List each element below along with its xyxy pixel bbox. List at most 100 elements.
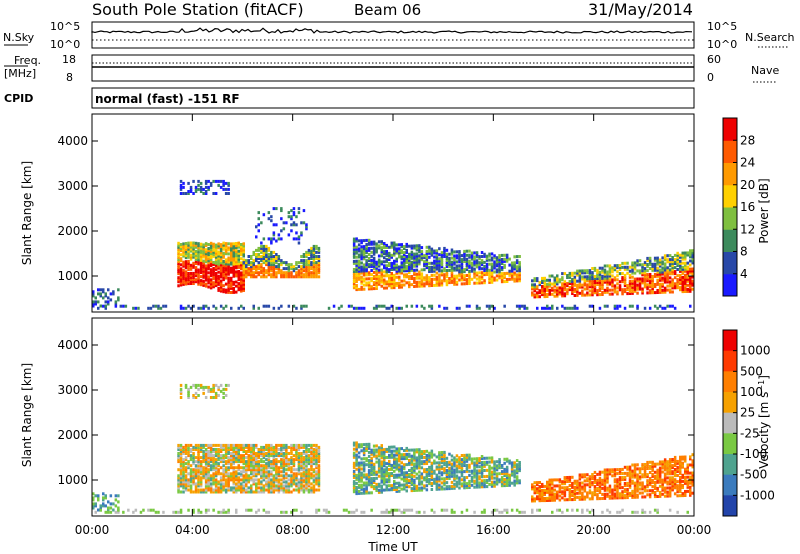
- data-cell: [199, 187, 203, 191]
- data-cell: [179, 192, 183, 195]
- data-cell: [270, 275, 273, 279]
- data-cell: [189, 243, 193, 247]
- data-cell: [179, 279, 183, 283]
- data-cell: [668, 282, 672, 286]
- data-cell: [235, 474, 238, 478]
- data-cell: [277, 454, 281, 458]
- data-cell: [458, 460, 461, 464]
- data-cell: [252, 490, 255, 494]
- data-cell: [232, 462, 235, 466]
- data-cell: [488, 254, 491, 258]
- data-cell: [272, 482, 276, 486]
- data-cell: [418, 256, 421, 260]
- data-cell: [508, 473, 511, 477]
- data-cell: [242, 250, 245, 254]
- data-cell: [209, 474, 213, 478]
- data-cell: [531, 487, 534, 491]
- data-cell: [179, 466, 183, 470]
- data-cell: [272, 454, 276, 458]
- data-cell: [556, 282, 559, 286]
- data-cell: [480, 251, 484, 254]
- data-cell: [676, 264, 679, 267]
- data-cell: [260, 259, 263, 263]
- data-cell: [413, 280, 416, 284]
- data-cell: [252, 456, 255, 460]
- data-cell: [302, 490, 306, 494]
- data-cell: [297, 448, 301, 451]
- data-cell: [631, 283, 634, 287]
- data-cell: [473, 251, 476, 255]
- data-cell: [247, 259, 250, 263]
- data-cell: [568, 273, 572, 277]
- data-cell: [247, 480, 250, 484]
- data-cell: [352, 261, 356, 265]
- data-cell: [272, 306, 276, 310]
- data-cell: [515, 277, 519, 281]
- data-cell: [197, 254, 200, 258]
- data-cell: [372, 277, 376, 280]
- data-cell: [438, 455, 441, 459]
- data-cell: [372, 487, 376, 491]
- data-cell: [418, 486, 421, 490]
- data-cell: [177, 458, 180, 462]
- data-cell: [227, 272, 230, 276]
- data-cell: [375, 250, 378, 254]
- data-cell: [352, 239, 356, 243]
- data-cell: [352, 484, 356, 488]
- data-cell: [184, 474, 188, 478]
- data-cell: [383, 456, 386, 460]
- data-cell: [184, 254, 188, 258]
- data-cell: [310, 273, 313, 277]
- data-cell: [92, 498, 95, 502]
- data-cell: [214, 383, 218, 387]
- data-cell: [403, 449, 406, 452]
- data-cell: [207, 470, 210, 474]
- data-cell: [212, 383, 215, 387]
- data-cell: [227, 383, 230, 387]
- data-cell: [267, 217, 271, 221]
- data-cell: [663, 256, 667, 260]
- data-cell: [280, 261, 283, 265]
- data-cell: [566, 292, 569, 296]
- data-cell: [204, 490, 208, 494]
- data-cell: [478, 281, 481, 285]
- data-cell: [413, 468, 416, 472]
- data-cell: [245, 261, 248, 265]
- data-cell: [375, 484, 378, 488]
- data-cell: [360, 267, 363, 271]
- data-cell: [538, 493, 541, 497]
- data-cell: [187, 243, 190, 247]
- data-cell: [400, 251, 403, 255]
- data-cell: [388, 472, 391, 476]
- data-cell: [204, 278, 208, 282]
- data-cell: [623, 276, 627, 279]
- data-cell: [586, 283, 589, 287]
- data-cell: [536, 293, 539, 297]
- data-cell: [425, 278, 429, 282]
- data-cell: [418, 474, 421, 478]
- data-cell: [460, 454, 464, 457]
- data-cell: [646, 275, 649, 279]
- data-cell: [315, 470, 318, 474]
- data-cell: [275, 448, 278, 451]
- cpid-panel: CPID normal (fast) -151 RF: [4, 87, 695, 109]
- data-cell: [646, 259, 649, 262]
- data-cell: [372, 250, 376, 254]
- data-cell: [383, 460, 386, 464]
- data-cell: [307, 253, 311, 256]
- data-cell: [352, 286, 356, 290]
- data-cell: [217, 252, 220, 256]
- data-cell: [265, 482, 268, 486]
- data-cell: [508, 481, 511, 485]
- data-cell: [671, 272, 674, 276]
- data-cell: [94, 302, 97, 306]
- data-cell: [679, 282, 682, 286]
- data-cell: [117, 288, 120, 292]
- data-cell: [393, 459, 396, 463]
- data-cell: [616, 286, 619, 290]
- data-cell: [260, 488, 263, 492]
- data-cell: [255, 445, 258, 449]
- data-cell: [332, 304, 336, 308]
- data-cell: [377, 270, 381, 274]
- data-cell: [310, 255, 313, 258]
